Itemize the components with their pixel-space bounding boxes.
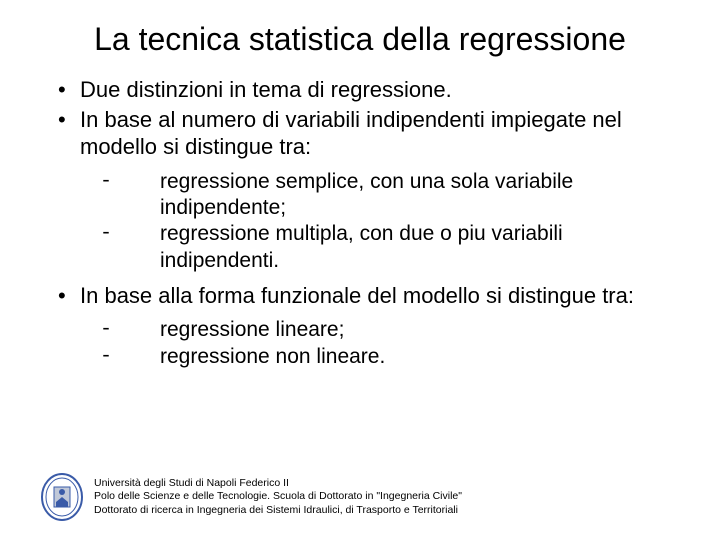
sub-list-1: - regressione semplice, con una sola var… <box>40 169 680 274</box>
university-crest-icon <box>40 472 84 522</box>
footer: Università degli Studi di Napoli Federic… <box>40 472 462 522</box>
sub-item-text: regressione lineare; <box>160 317 680 343</box>
sub-item: - regressione non lineare. <box>100 344 680 370</box>
footer-line-2: Polo delle Scienze e delle Tecnologie. S… <box>94 490 462 504</box>
sub-item: - regressione lineare; <box>100 317 680 343</box>
sub-item: - regressione multipla, con due o piu va… <box>100 221 680 274</box>
dash-marker: - <box>100 317 160 343</box>
dash-marker: - <box>100 344 160 370</box>
sub-item-text: regressione non lineare. <box>160 344 680 370</box>
slide-title: La tecnica statistica della regressione <box>40 20 680 58</box>
dash-marker: - <box>100 169 160 222</box>
sub-item: - regressione semplice, con una sola var… <box>100 169 680 222</box>
sub-list-2: - regressione lineare; - regressione non… <box>40 317 680 370</box>
sub-item-text: regressione semplice, con una sola varia… <box>160 169 680 222</box>
bullet-item: In base alla forma funzionale del modell… <box>58 282 680 310</box>
sub-item-text: regressione multipla, con due o piu vari… <box>160 221 680 274</box>
footer-line-3: Dottorato di ricerca in Ingegneria dei S… <box>94 504 462 518</box>
bullet-item: Due distinzioni in tema di regressione. <box>58 76 680 104</box>
main-bullet-list: Due distinzioni in tema di regressione. … <box>40 76 680 161</box>
dash-marker: - <box>100 221 160 274</box>
bullet-item: In base al numero di variabili indipende… <box>58 106 680 161</box>
main-bullet-list-2: In base alla forma funzionale del modell… <box>40 282 680 310</box>
footer-line-1: Università degli Studi di Napoli Federic… <box>94 477 462 491</box>
footer-text: Università degli Studi di Napoli Federic… <box>94 477 462 518</box>
